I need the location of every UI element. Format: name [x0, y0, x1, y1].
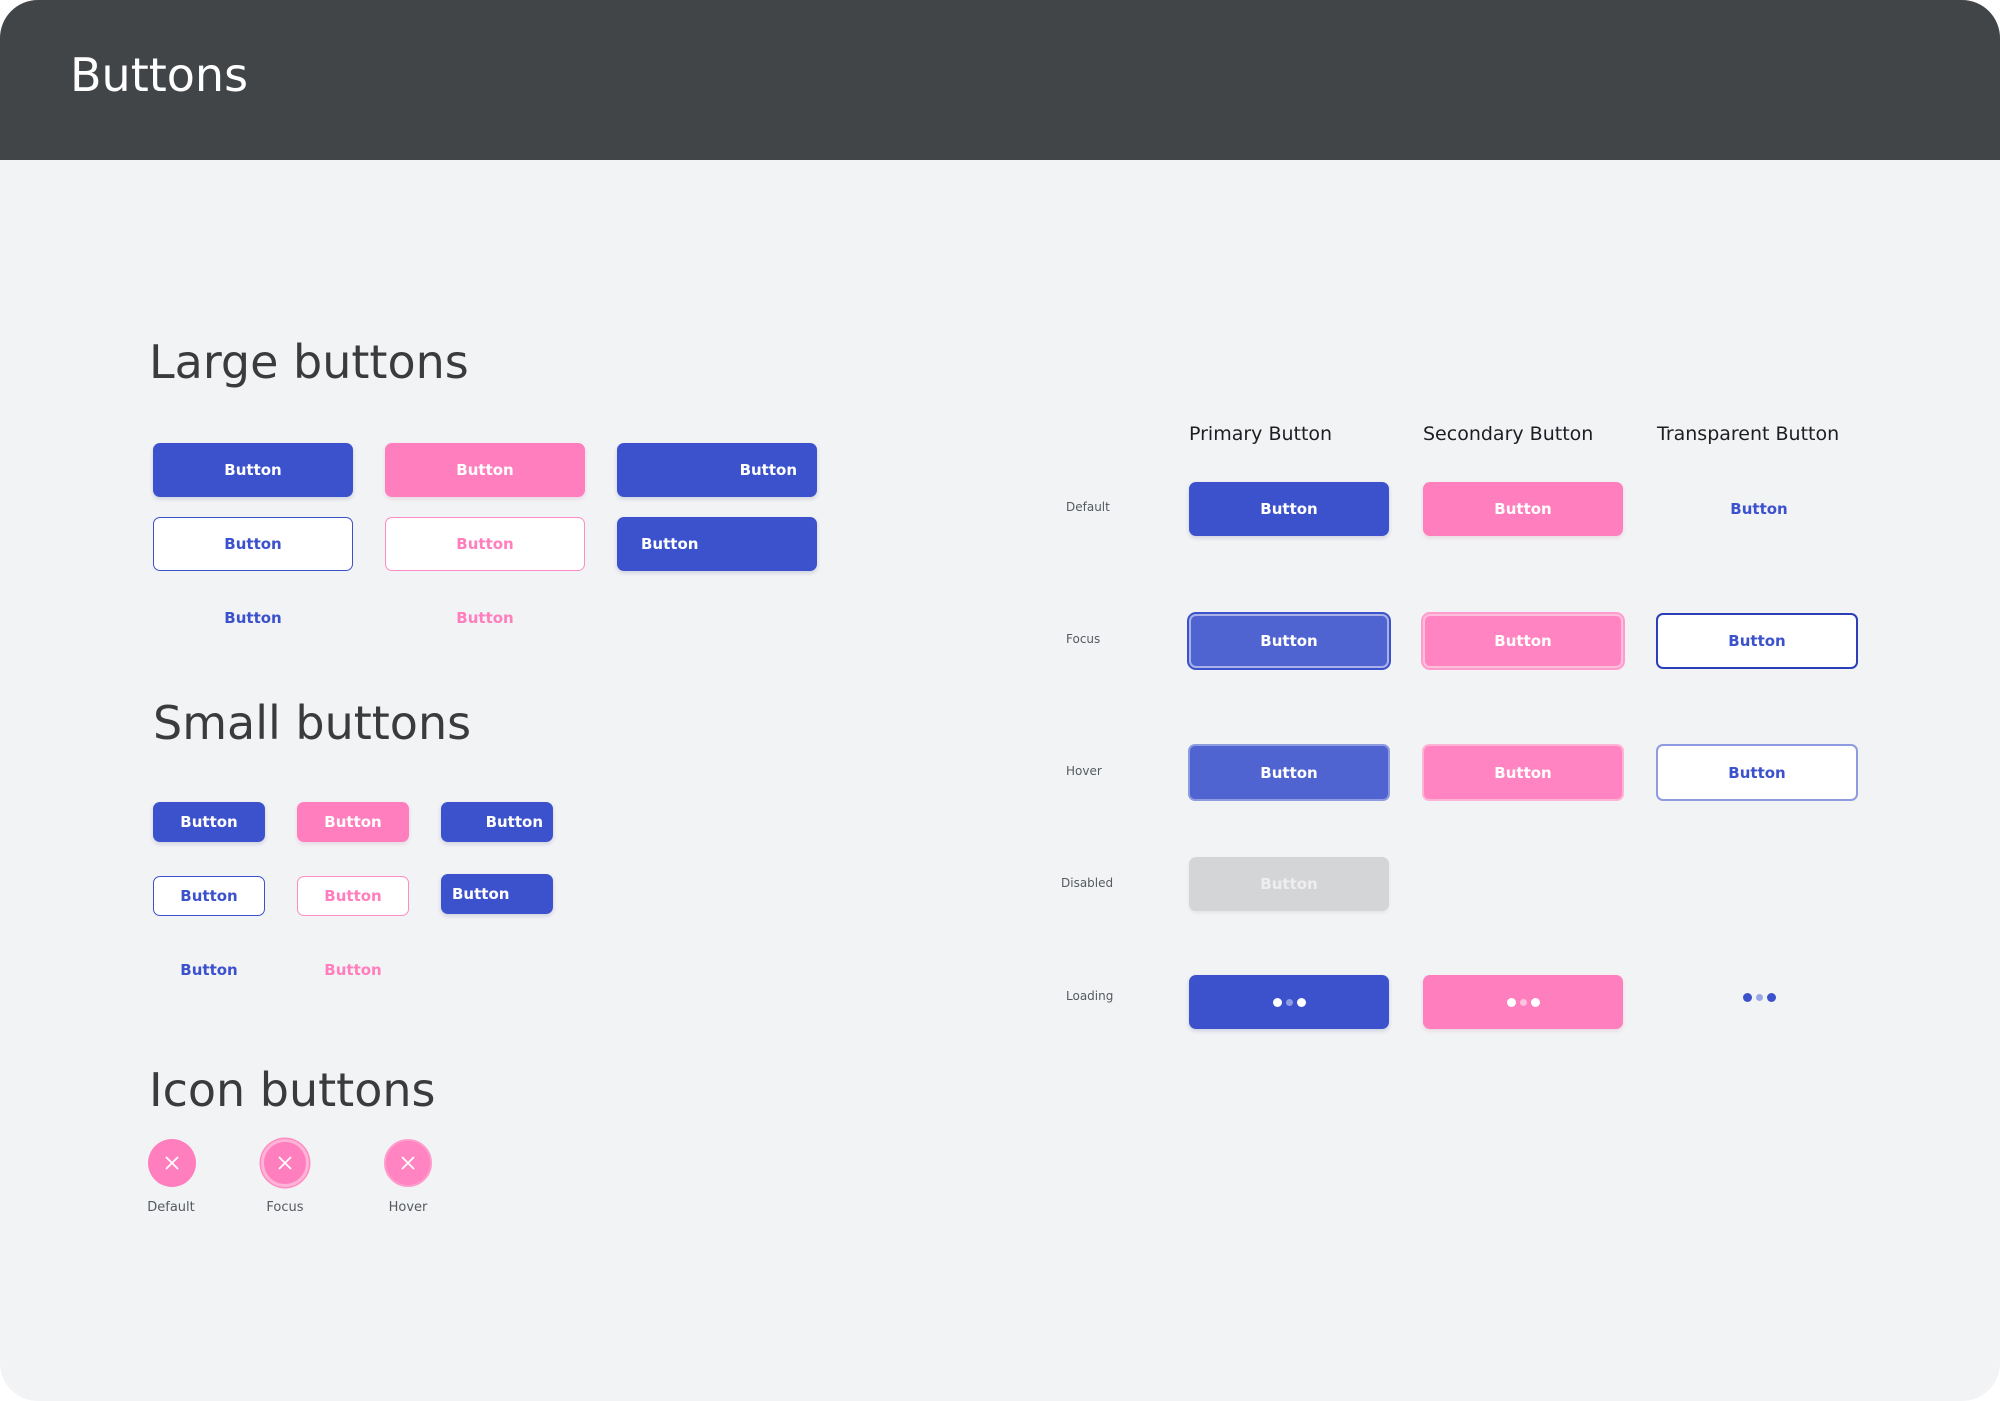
transparent-focus-button[interactable]: Button — [1656, 613, 1858, 669]
small-secondary-button[interactable]: Button — [297, 802, 409, 842]
primary-focus-button[interactable]: Button — [1189, 614, 1389, 668]
page-title: Buttons — [70, 48, 249, 102]
small-outline-primary-button[interactable]: Button — [153, 876, 265, 916]
icon-button-focus[interactable] — [261, 1139, 309, 1187]
large-outline-primary-button[interactable]: Button — [153, 517, 353, 571]
large-primary-button[interactable]: Button — [153, 443, 353, 497]
icon-button-default[interactable] — [148, 1139, 196, 1187]
close-icon — [165, 1156, 179, 1170]
column-header-primary: Primary Button — [1189, 423, 1333, 445]
secondary-default-button[interactable]: Button — [1423, 482, 1623, 536]
primary-default-button[interactable]: Button — [1189, 482, 1389, 536]
small-text-primary-button[interactable]: Button — [180, 961, 238, 979]
secondary-hover-button[interactable]: Button — [1422, 744, 1624, 801]
small-primary-left-aligned-button[interactable]: Button — [441, 874, 553, 914]
small-primary-button[interactable]: Button — [153, 802, 265, 842]
page-header: Buttons — [0, 0, 2000, 160]
row-label-default: Default — [1066, 500, 1110, 514]
large-secondary-button[interactable]: Button — [385, 443, 585, 497]
column-header-secondary: Secondary Button — [1423, 423, 1594, 445]
row-label-disabled: Disabled — [1061, 876, 1114, 890]
small-outline-secondary-button[interactable]: Button — [297, 876, 409, 916]
large-buttons-title: Large buttons — [149, 335, 469, 389]
small-text-secondary-button[interactable]: Button — [324, 961, 382, 979]
large-text-primary-button[interactable]: Button — [224, 609, 282, 627]
icon-label-focus: Focus — [266, 1200, 304, 1215]
transparent-loading-button[interactable] — [1659, 970, 1859, 1024]
icon-button-hover[interactable] — [384, 1139, 432, 1187]
row-label-focus: Focus — [1066, 632, 1101, 646]
large-primary-right-aligned-button[interactable]: Button — [617, 443, 817, 497]
secondary-loading-button[interactable] — [1423, 975, 1623, 1029]
transparent-default-button[interactable]: Button — [1730, 500, 1788, 518]
icon-label-default: Default — [147, 1200, 195, 1215]
large-primary-left-aligned-button[interactable]: Button — [617, 517, 817, 571]
column-header-transparent: Transparent Button — [1657, 423, 1840, 445]
small-primary-right-aligned-button[interactable]: Button — [441, 802, 553, 842]
loading-dot-icon — [1506, 997, 1516, 1007]
small-buttons-title: Small buttons — [153, 696, 472, 750]
loading-dot-icon — [1285, 998, 1293, 1006]
row-label-loading: Loading — [1066, 989, 1114, 1003]
loading-dot-icon — [1519, 998, 1527, 1006]
secondary-focus-button[interactable]: Button — [1423, 614, 1623, 668]
loading-dot-icon — [1755, 993, 1763, 1001]
icon-label-hover: Hover — [388, 1200, 428, 1215]
primary-hover-button[interactable]: Button — [1188, 744, 1390, 801]
transparent-hover-button[interactable]: Button — [1656, 744, 1858, 801]
loading-dot-icon — [1742, 992, 1752, 1002]
close-icon — [401, 1156, 415, 1170]
large-text-secondary-button[interactable]: Button — [456, 609, 514, 627]
loading-dot-icon — [1272, 997, 1282, 1007]
icon-buttons-title: Icon buttons — [149, 1063, 436, 1117]
loading-dot-icon — [1296, 997, 1306, 1007]
row-label-hover: Hover — [1066, 764, 1102, 778]
loading-dot-icon — [1530, 997, 1540, 1007]
primary-disabled-button: Button — [1189, 857, 1389, 911]
loading-dot-icon — [1766, 992, 1776, 1002]
close-icon — [278, 1156, 292, 1170]
primary-loading-button[interactable] — [1189, 975, 1389, 1029]
large-outline-secondary-button[interactable]: Button — [385, 517, 585, 571]
